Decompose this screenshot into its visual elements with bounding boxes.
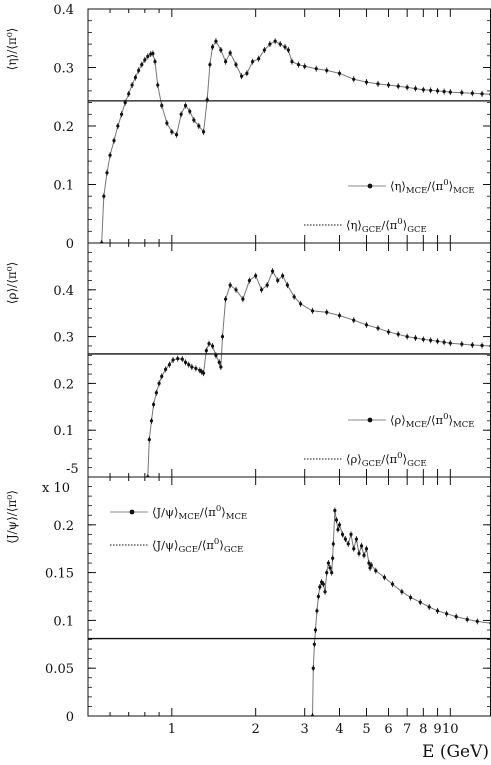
- x-tick-label: 8: [419, 722, 427, 737]
- y-tick-label: 0: [66, 710, 74, 725]
- legend-part: ⟩: [403, 218, 408, 232]
- legend-part: ⟩: [403, 452, 408, 466]
- legend-sub: MCE: [406, 186, 427, 196]
- x-tick-label: 9: [433, 722, 441, 737]
- legend-entry-label: ⟨η⟩GCE/⟨π0⟩GCE: [346, 217, 427, 235]
- legend-part: /⟨π: [381, 452, 397, 466]
- legend-sub: GCE: [362, 459, 382, 469]
- legend-part: ⟨ρ⟩: [346, 452, 362, 466]
- y-axis-title: ⟨η⟩/⟨π⁰⟩: [5, 28, 19, 71]
- legend-part: ⟨η⟩: [390, 179, 406, 193]
- chart-panel-1: 00.10.20.30.4⟨η⟩/⟨π⁰⟩⟨η⟩MCE/⟨π0⟩MCE⟨η⟩GC…: [5, 3, 491, 252]
- legend-sub: GCE: [178, 545, 198, 555]
- legend-part: ⟩: [219, 538, 224, 552]
- y-tick-label: 0.2: [53, 519, 74, 534]
- legend-sub: MCE: [406, 420, 427, 430]
- plot-frame: [87, 476, 491, 717]
- legend-part: /⟨π: [381, 218, 397, 232]
- legend-part: ⟨η⟩: [346, 218, 362, 232]
- x-axis-title: E (GeV): [422, 742, 489, 762]
- legend-marker-swatch: [367, 183, 373, 189]
- legend-sub: MCE: [453, 420, 474, 430]
- y-tick-label: 0.2: [53, 120, 74, 135]
- y-tick-label: 0.1: [53, 179, 74, 194]
- legend-sub: GCE: [224, 545, 244, 555]
- x-tick-label: 7: [403, 722, 411, 737]
- legend-sub: GCE: [407, 225, 427, 235]
- legend-part: ⟩: [449, 179, 454, 193]
- legend-part: /⟨π: [427, 179, 443, 193]
- legend-part: ⟨ρ⟩: [390, 413, 406, 427]
- legend-part: /⟨π: [200, 505, 216, 519]
- legend-sup: 0: [397, 217, 402, 227]
- plot-frame: [87, 8, 491, 244]
- legend-sub: MCE: [178, 512, 199, 522]
- y-axis-title: ⟨ρ⟩/⟨π⁰⟩: [5, 262, 19, 305]
- legend-sup: 0: [443, 178, 448, 188]
- y-tick-label: 0.4: [53, 3, 74, 18]
- legend-sub: MCE: [226, 512, 247, 522]
- legend-sub: GCE: [407, 459, 427, 469]
- legend-part: ⟩: [221, 505, 226, 519]
- legend-sup: 0: [397, 451, 402, 461]
- x-tick-label: 1: [168, 722, 176, 737]
- x-tick-label: 6: [384, 722, 392, 737]
- legend-entry-label: ⟨J/ψ⟩MCE/⟨π0⟩MCE: [152, 504, 247, 522]
- legend-entry-label: ⟨ρ⟩GCE/⟨π0⟩GCE: [346, 451, 427, 469]
- legend-sup: 0: [443, 412, 448, 422]
- corner-label: -5: [66, 462, 79, 477]
- legend-sup: 0: [214, 537, 219, 547]
- chart-panel-2: 0.10.20.30.4⟨ρ⟩/⟨π⁰⟩-5⟨ρ⟩MCE/⟨π0⟩MCE⟨ρ⟩G…: [5, 242, 491, 478]
- legend-entry-label: ⟨J/ψ⟩GCE/⟨π0⟩GCE: [152, 537, 243, 555]
- panels-layer: 00.10.20.30.4⟨η⟩/⟨π⁰⟩⟨η⟩MCE/⟨π0⟩MCE⟨η⟩GC…: [5, 3, 491, 762]
- chart-panel-3: 00.050.10.150.2⟨J/ψ⟩/⟨π⁰⟩x 10⟨J/ψ⟩MCE/⟨π…: [5, 476, 491, 762]
- x-tick-label: 3: [301, 722, 309, 737]
- legend-sub: GCE: [362, 225, 382, 235]
- legend-part: ⟩: [449, 413, 454, 427]
- y-tick-label: 0.4: [53, 284, 74, 299]
- x-tick-label: 2: [252, 722, 260, 737]
- legend-part: ⟨J/ψ⟩: [152, 505, 178, 519]
- legend-part: ⟨J/ψ⟩: [152, 538, 178, 552]
- legend-entry-label: ⟨η⟩MCE/⟨π0⟩MCE: [390, 178, 475, 196]
- plot-frame: [87, 242, 491, 478]
- y-tick-label: 0.2: [53, 377, 74, 392]
- series-2-1: [146, 268, 491, 477]
- y-tick-label: 0.15: [45, 567, 74, 582]
- y-tick-label: 0: [66, 237, 74, 252]
- legend-entry-label: ⟨ρ⟩MCE/⟨π0⟩MCE: [390, 412, 474, 430]
- y-tick-label: 0.05: [45, 662, 74, 677]
- mce-curve-line: [101, 40, 491, 243]
- mce-curve-line: [312, 510, 491, 716]
- legend-part: /⟨π: [427, 413, 443, 427]
- series-1-1: [100, 38, 491, 243]
- legend-sub: MCE: [453, 186, 474, 196]
- y-tick-label: 0.3: [53, 331, 74, 346]
- legend-marker-swatch: [367, 417, 373, 423]
- y-scale-label: x 10: [42, 481, 70, 496]
- y-tick-label: 0.3: [53, 62, 74, 77]
- x-tick-label: 10: [442, 722, 459, 737]
- y-axis-title: ⟨J/ψ⟩/⟨π⁰⟩: [5, 490, 19, 544]
- x-tick-label: 5: [362, 722, 370, 737]
- legend-marker-swatch: [129, 509, 135, 515]
- y-tick-label: 0.1: [53, 424, 74, 439]
- legend-sup: 0: [216, 504, 221, 514]
- legend-part: /⟨π: [198, 538, 214, 552]
- mce-curve-line: [147, 269, 491, 477]
- series-3-1: [310, 507, 491, 716]
- x-tick-label: 4: [335, 722, 343, 737]
- y-tick-label: 0.1: [53, 614, 74, 629]
